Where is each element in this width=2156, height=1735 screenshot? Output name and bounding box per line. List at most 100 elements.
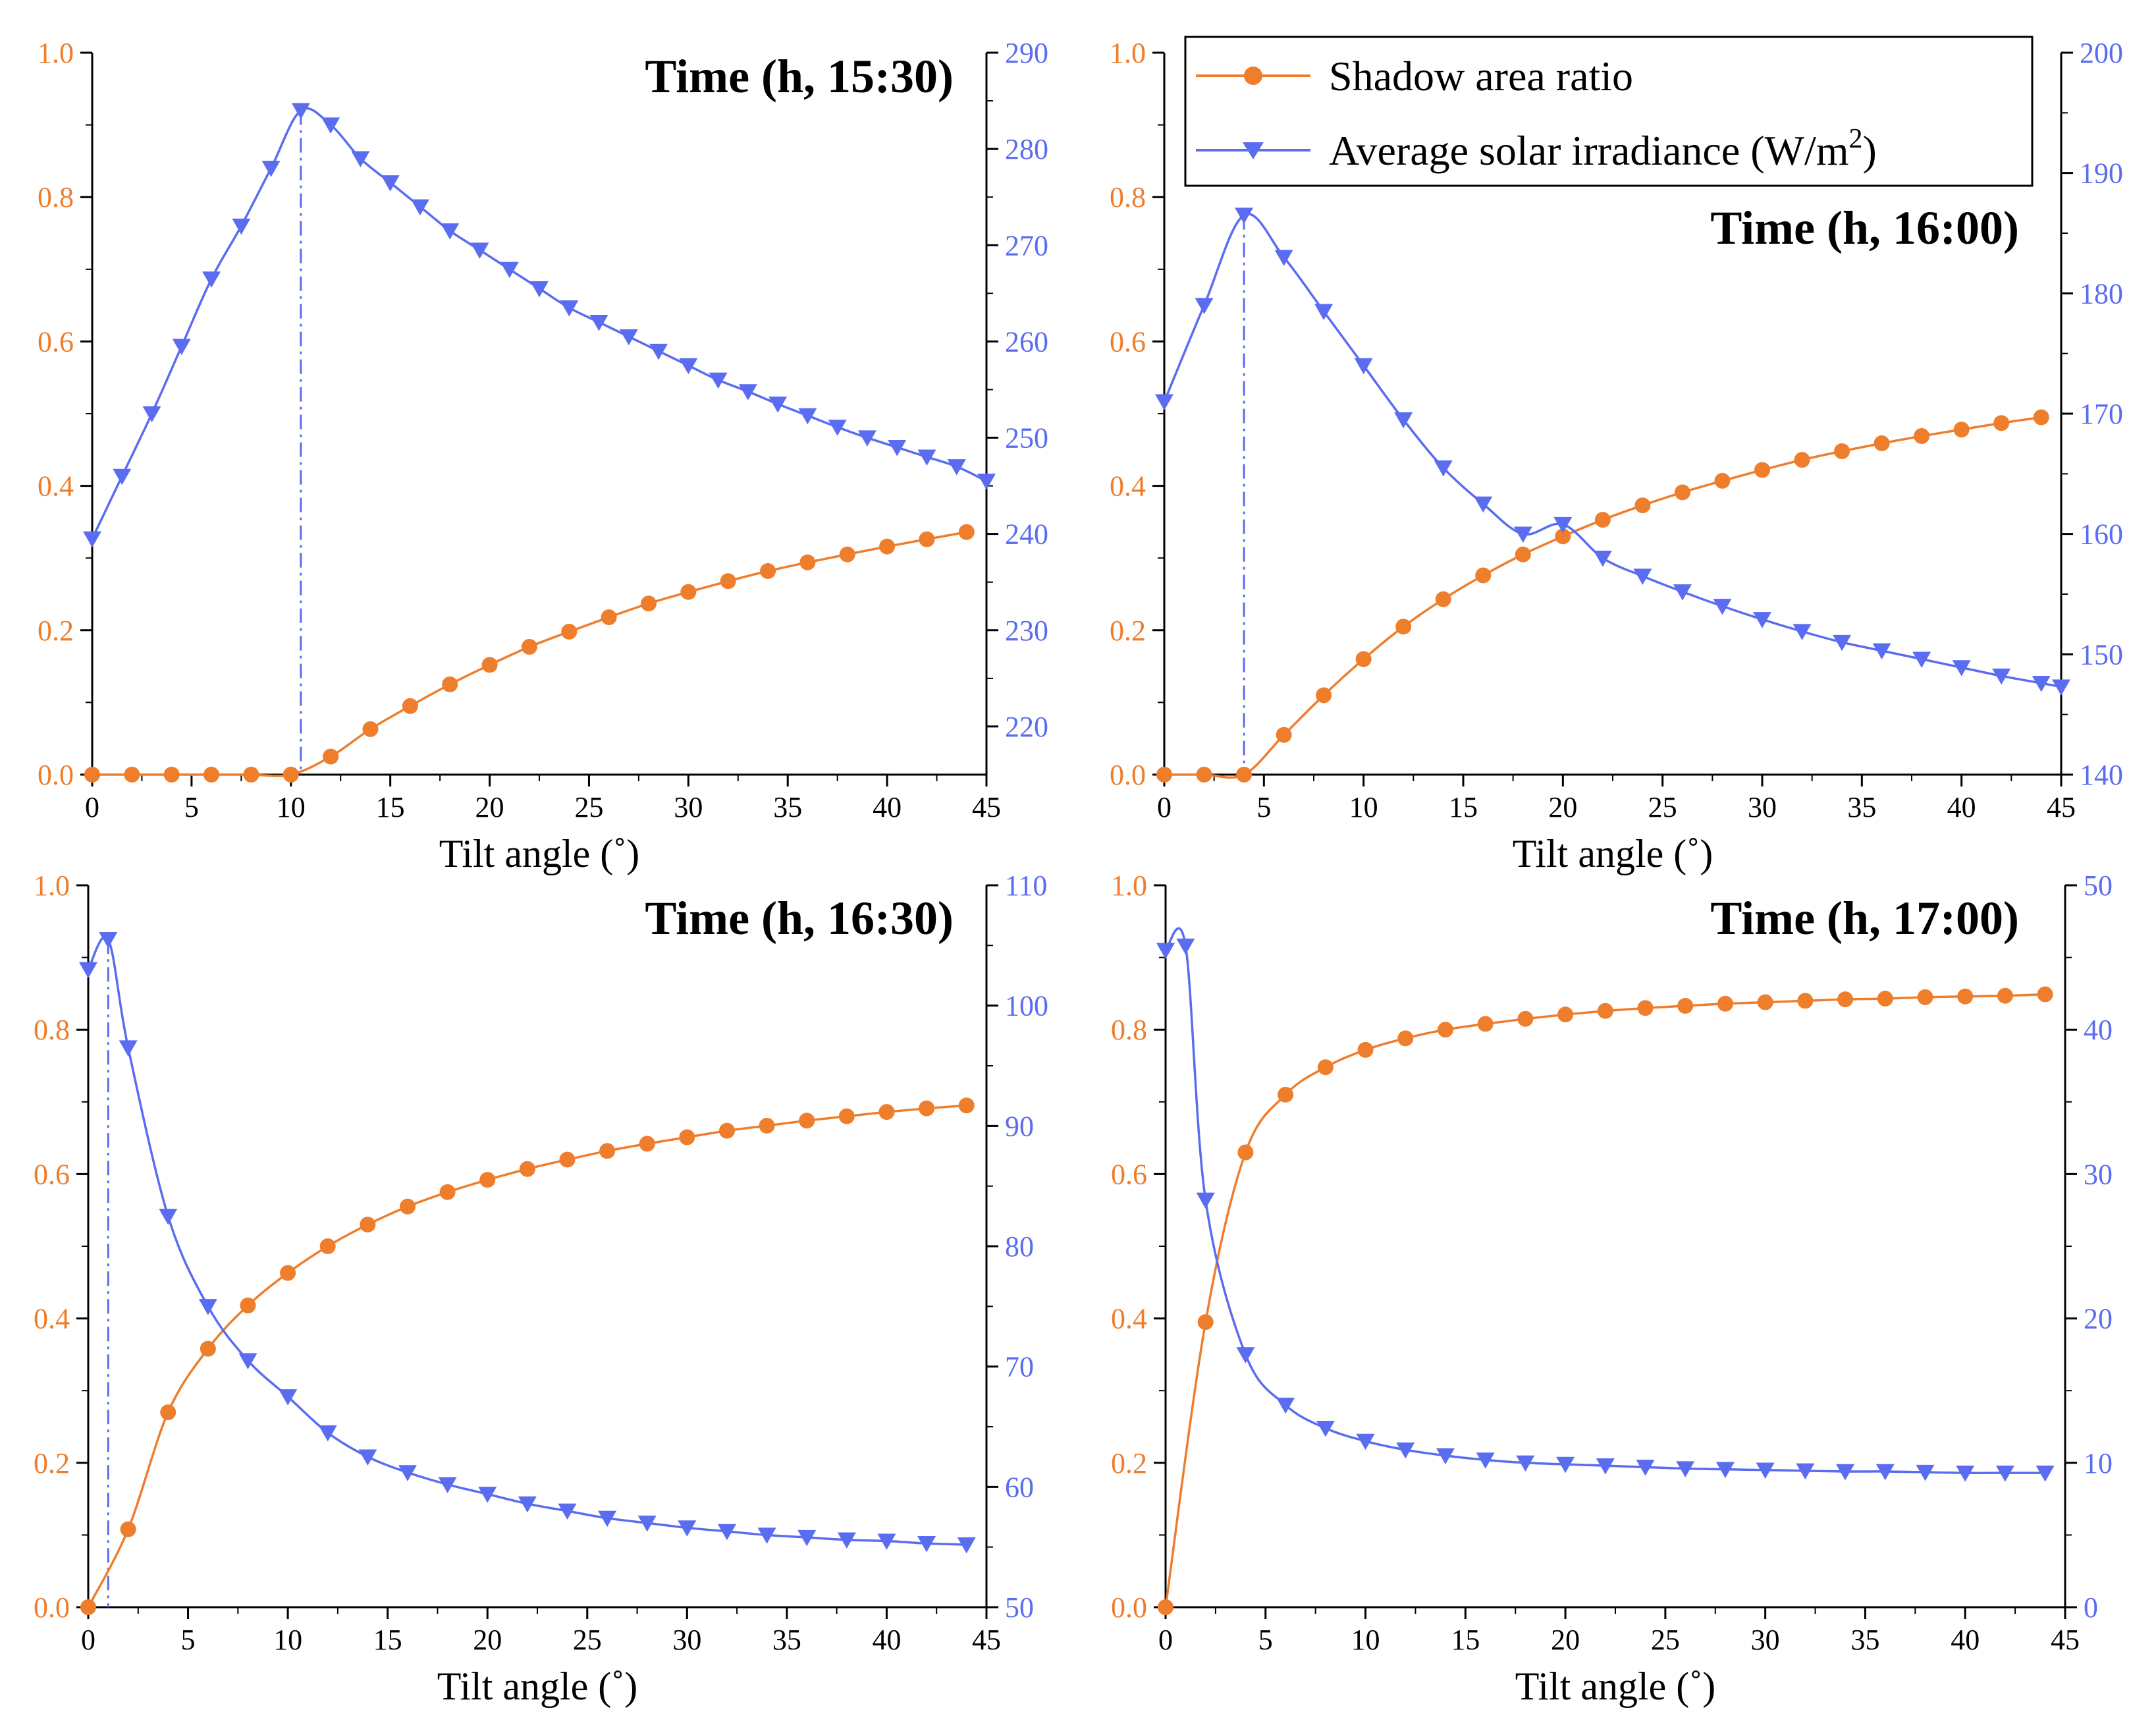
left-y-tick-label: 0.6 [38,325,74,358]
irradiance-point [957,1537,976,1554]
shadow-ratio-point [1917,989,1933,1005]
right-y-tick-label: 250 [1005,422,1048,454]
irradiance-point [947,459,966,476]
shadow-ratio-point [1957,988,1974,1005]
shadow-ratio-point [280,1265,296,1281]
shadow-ratio-point [1674,484,1690,501]
irradiance-point [1354,358,1373,375]
irradiance-point [1872,643,1891,660]
shadow-ratio-point [760,563,776,579]
irradiance-point [321,117,340,134]
irradiance-point [768,397,788,413]
shadow-ratio-point [1355,651,1372,667]
left-y-tick-label: 0.0 [1111,1591,1147,1624]
irradiance-point [877,1533,896,1550]
irradiance-point [917,1535,936,1553]
shadow-ratio-point [1515,546,1531,563]
x-tick-label: 35 [1847,791,1876,823]
shadow-ratio-point [319,1238,336,1254]
irradiance-point [2052,679,2070,696]
irradiance-point [83,531,101,548]
irradiance-point [1596,1458,1615,1475]
irradiance-point [1396,1442,1415,1459]
shadow-ratio-point [160,1404,176,1421]
shadow-ratio-point [1837,991,1854,1008]
shadow-ratio-point [1435,591,1451,607]
left-y-tick-label: 0.0 [1110,759,1146,791]
shadow-ratio-point [718,1122,735,1139]
x-tick-label: 15 [1449,791,1478,823]
shadow-ratio-point [1717,995,1733,1012]
shadow-ratio-point [439,1184,456,1200]
shadow-ratio-point [878,1104,895,1120]
shadow-ratio-point [1517,1010,1534,1027]
right-y-tick-label: 240 [1005,518,1048,551]
irradiance-point [261,161,281,177]
irradiance-point [1875,1464,1895,1481]
shadow-ratio-point [362,721,379,737]
shadow-ratio-point [1317,1059,1334,1076]
shadow-ratio-point [399,1198,416,1215]
irradiance-point [518,1496,537,1513]
irradiance-point [649,343,668,360]
irradiance-point [888,439,907,456]
irradiance-point [1792,624,1812,640]
shadow-ratio-line [87,1104,967,1608]
shadow-ratio-point [1597,1003,1613,1019]
irradiance-point [857,430,876,447]
left-y-tick-label: 0.6 [1110,325,1146,358]
shadow-ratio-point [879,538,896,555]
x-tick-label: 30 [1748,791,1777,823]
shadow-ratio-point [640,595,657,612]
x-tick-label: 0 [1157,791,1172,823]
x-tick-label: 20 [1551,1624,1580,1656]
left-y-tick-label: 1.0 [1110,37,1146,69]
shadow-ratio-point [958,524,975,540]
shadow-ratio-point [599,1143,616,1159]
irradiance-point [1156,943,1175,959]
left-y-tick-label: 1.0 [34,869,70,902]
irradiance-point [1356,1433,1375,1450]
irradiance-point [1513,526,1532,543]
irradiance-point [619,329,638,346]
irradiance-point [1235,207,1254,224]
shadow-ratio-point [799,1113,815,1129]
irradiance-point [530,281,549,298]
shadow-ratio-point [1395,619,1412,635]
irradiance-line [91,107,987,539]
shadow-ratio-point [1953,422,1970,438]
x-axis-label: Tilt angle (˚) [439,832,639,875]
irradiance-point [410,199,429,216]
irradiance-point [1636,1460,1655,1476]
shadow-ratio-point [919,531,935,547]
shadow-ratio-point [679,1129,695,1145]
shadow-ratio-point [639,1136,655,1152]
irradiance-point [381,175,400,192]
shadow-ratio-point [479,1172,496,1188]
shadow-ratio-point [1278,1086,1294,1103]
right-y-tick-label: 100 [1005,990,1048,1022]
x-tick-label: 40 [1947,791,1976,823]
right-y-tick-label: 20 [2084,1303,2113,1335]
irradiance-point [738,384,757,400]
shadow-ratio-point [1477,1016,1494,1032]
shadow-ratio-point [1196,767,1212,783]
irradiance-point [1995,1465,2014,1482]
irradiance-point [598,1510,617,1528]
shadow-ratio-point [1877,991,1893,1007]
x-tick-label: 10 [1351,1624,1380,1656]
shadow-ratio-point [1594,512,1611,528]
x-tick-label: 45 [2047,791,2076,823]
shadow-ratio-point [1677,998,1694,1014]
left-y-tick-label: 0.2 [38,615,74,647]
shadow-ratio-point [1634,497,1651,514]
shadow-ratio-point [1236,767,1253,783]
irradiance-point [797,1529,817,1547]
shadow-ratio-point [519,1161,535,1177]
legend-irradiance-label: Average solar irradiance (W/m2) [1329,124,1877,174]
x-axis-label: Tilt angle (˚) [1515,1665,1715,1708]
right-y-tick-label: 160 [2080,518,2123,551]
legend-box [1184,36,2034,187]
irradiance-point [1713,599,1732,615]
x-tick-label: 20 [1548,791,1577,823]
